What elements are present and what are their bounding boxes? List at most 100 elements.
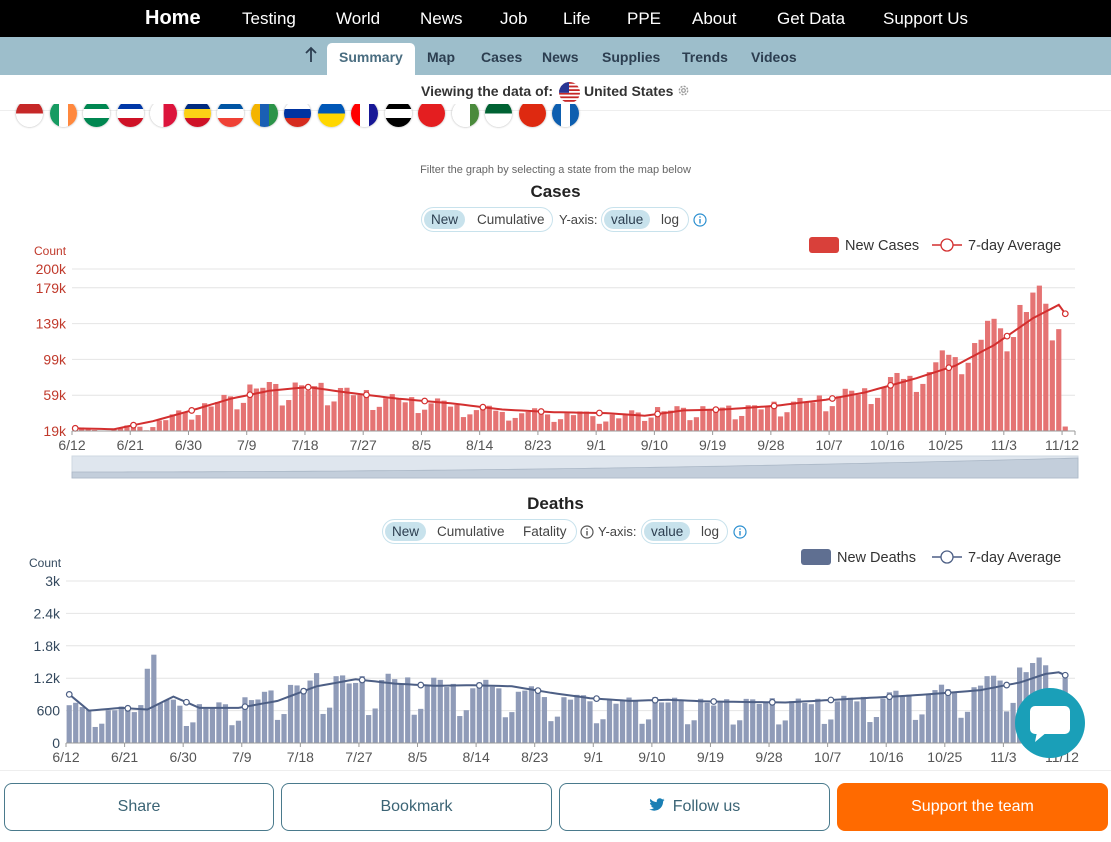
share-button[interactable]: Share — [4, 783, 274, 831]
tab-trends[interactable]: Trends — [682, 49, 728, 65]
nav-world[interactable]: World — [336, 9, 381, 28]
country-flag-icon[interactable] — [250, 104, 278, 127]
average-point — [130, 421, 137, 429]
tab-supplies[interactable]: Supplies — [602, 49, 661, 65]
follow-us-button[interactable]: Follow us — [559, 783, 830, 831]
country-flag-icon[interactable] — [49, 104, 77, 127]
arrow-up-icon[interactable] — [303, 46, 319, 64]
tab-summary[interactable]: Summary — [327, 43, 415, 75]
bookmark-button[interactable]: Bookmark — [281, 783, 552, 831]
country-flag-icon[interactable] — [418, 104, 445, 127]
legend-label[interactable]: 7-day Average — [968, 550, 1061, 566]
support-team-button[interactable]: Support the team — [837, 783, 1108, 831]
bar — [713, 411, 719, 431]
nav-life[interactable]: Life — [563, 9, 591, 28]
tab-cases[interactable]: Cases — [481, 49, 523, 65]
average-point — [188, 407, 196, 414]
country-flag-icon[interactable] — [16, 104, 43, 127]
country-flag-icon[interactable] — [217, 104, 244, 127]
cases-new-toggle[interactable]: New — [424, 210, 466, 229]
bar — [499, 411, 505, 431]
x-tick-label: 7/18 — [287, 749, 314, 765]
bar — [893, 690, 899, 743]
country-flag-icon[interactable] — [116, 104, 144, 127]
country-flag-icon[interactable] — [485, 104, 512, 127]
deaths-new-toggle[interactable]: New — [385, 522, 427, 541]
y-tick-label: 200k — [36, 261, 67, 277]
x-tick-label: 6/21 — [117, 437, 144, 453]
info-icon[interactable] — [693, 213, 707, 227]
bar — [726, 405, 732, 431]
selected-country[interactable]: United States — [584, 83, 674, 99]
country-flag-icon[interactable] — [351, 104, 378, 127]
deaths-fatality-toggle[interactable]: Fatality — [523, 524, 567, 539]
cases-log-toggle[interactable]: log — [661, 212, 680, 227]
bar — [447, 406, 454, 431]
tab-map[interactable]: Map — [427, 49, 455, 65]
deaths-info-icon[interactable] — [733, 525, 747, 539]
bar — [502, 717, 508, 743]
country-flag-icon[interactable] — [451, 104, 479, 127]
nav-news[interactable]: News — [420, 9, 463, 28]
tab-news[interactable]: News — [542, 49, 579, 65]
bar — [881, 387, 887, 431]
chat-button[interactable] — [1015, 688, 1085, 758]
nav-testing[interactable]: Testing — [242, 9, 296, 28]
average-point — [475, 681, 483, 689]
range-slider-preview — [71, 457, 1079, 479]
deaths-value-toggle[interactable]: value — [644, 522, 691, 541]
deaths-cumulative-toggle[interactable]: Cumulative — [437, 524, 505, 539]
country-flag-icon[interactable] — [83, 104, 110, 127]
country-flag-icon[interactable] — [384, 104, 412, 127]
nav-get-data[interactable]: Get Data — [777, 9, 846, 28]
bar — [337, 387, 344, 431]
country-flag-icon[interactable] — [284, 104, 311, 127]
country-flags-row — [0, 104, 1111, 134]
bar — [717, 701, 723, 743]
bar — [476, 682, 482, 743]
average-point — [1061, 671, 1069, 679]
bar — [357, 395, 363, 431]
bar — [493, 410, 499, 431]
bar — [221, 394, 227, 431]
cases-cumulative-toggle[interactable]: Cumulative — [477, 212, 545, 227]
deaths-log-toggle[interactable]: log — [701, 524, 720, 539]
nav-job[interactable]: Job — [500, 9, 528, 28]
bar — [274, 719, 281, 743]
country-flag-icon[interactable] — [317, 104, 345, 127]
bar — [307, 680, 313, 743]
tab-videos[interactable]: Videos — [751, 49, 797, 65]
legend-label[interactable]: New Deaths — [837, 550, 916, 566]
bar — [925, 694, 932, 743]
nav-home[interactable]: Home — [145, 7, 201, 29]
cases-chart[interactable]: Count 19k 59k 99k 139k 179k 200k 6/12 6/21 6/30 7/… — [0, 237, 1111, 483]
country-flag-icon[interactable] — [150, 104, 177, 127]
bar — [907, 375, 913, 431]
bar — [674, 406, 680, 431]
cases-value-toggle[interactable]: value — [604, 210, 651, 229]
country-flag-icon[interactable] — [183, 104, 211, 127]
bar — [752, 405, 758, 431]
nav-about[interactable]: About — [692, 9, 737, 28]
x-tick-label: 7/27 — [345, 749, 372, 765]
bar — [183, 725, 189, 743]
bar — [150, 427, 156, 431]
bar — [525, 411, 531, 431]
country-flag-icon[interactable] — [518, 104, 546, 127]
bar — [164, 699, 170, 743]
country-flag-icon[interactable] — [552, 104, 579, 127]
legend-label[interactable]: New Cases — [845, 238, 919, 254]
deaths-chart[interactable]: Count 0 600 1.2k 1.8k 2.4k 3k 6/12 6/21 6/30 7/9 7/… — [0, 549, 1111, 770]
average-point — [363, 391, 370, 399]
bar — [177, 705, 183, 743]
legend-label[interactable]: 7-day Average — [968, 238, 1061, 254]
bar — [86, 709, 92, 743]
bar — [952, 357, 958, 431]
fatality-info-icon[interactable] — [580, 525, 594, 539]
nav-ppe[interactable]: PPE — [627, 9, 662, 28]
bar — [286, 400, 292, 431]
bar — [603, 421, 609, 431]
nav-support-us[interactable]: Support Us — [883, 9, 969, 28]
bar — [418, 708, 424, 743]
gear-icon[interactable] — [677, 84, 690, 97]
